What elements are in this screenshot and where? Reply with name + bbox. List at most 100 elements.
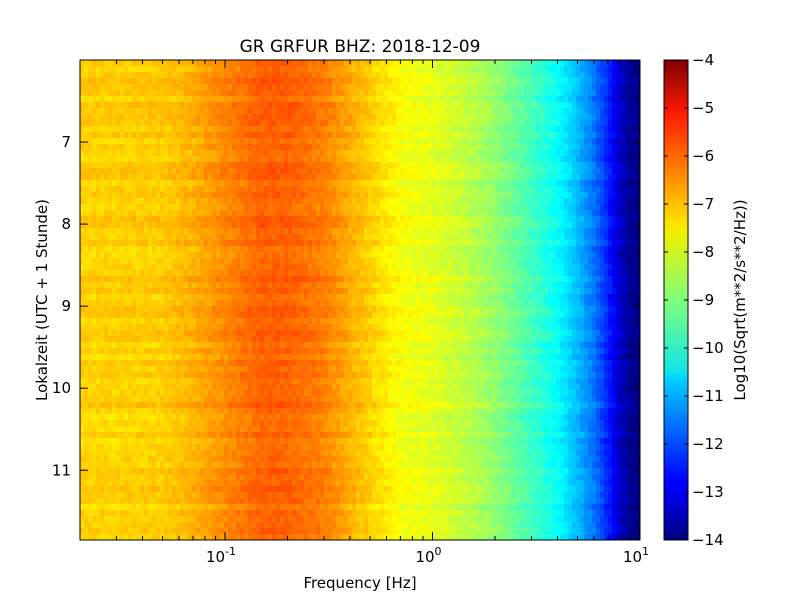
- heatmap-cell: [320, 282, 325, 289]
- heatmap-cell: [252, 288, 257, 295]
- heatmap-cell: [236, 462, 241, 469]
- heatmap-cell: [252, 504, 257, 511]
- heatmap-cell: [260, 258, 265, 265]
- heatmap-cell: [144, 390, 149, 397]
- heatmap-cell: [260, 390, 265, 397]
- heatmap-cell: [188, 144, 193, 151]
- heatmap-cell: [128, 432, 133, 439]
- heatmap-cell: [228, 192, 233, 199]
- heatmap-cell: [204, 330, 209, 337]
- heatmap-cell: [192, 492, 197, 499]
- heatmap-cell: [156, 426, 161, 433]
- heatmap-cell: [228, 450, 233, 457]
- heatmap-cell: [256, 252, 261, 259]
- heatmap-cell: [240, 90, 245, 97]
- heatmap-cell: [220, 372, 225, 379]
- heatmap-cell: [320, 486, 325, 493]
- heatmap-cell: [188, 528, 193, 535]
- heatmap-cell: [168, 498, 173, 505]
- heatmap-cell: [244, 288, 249, 295]
- heatmap-cell: [260, 240, 265, 247]
- heatmap-cell: [88, 168, 93, 175]
- heatmap-cell: [288, 264, 293, 271]
- heatmap-cell: [236, 354, 241, 361]
- heatmap-cell: [212, 78, 217, 85]
- heatmap-cell: [112, 438, 117, 445]
- heatmap-cell: [144, 282, 149, 289]
- heatmap-cell: [136, 348, 141, 355]
- heatmap-cell: [96, 66, 101, 73]
- heatmap-cell: [136, 192, 141, 199]
- heatmap-cell: [196, 396, 201, 403]
- heatmap-cell: [116, 72, 121, 79]
- heatmap-cell: [88, 240, 93, 247]
- heatmap-cell: [148, 312, 153, 319]
- heatmap-cell: [196, 288, 201, 295]
- heatmap-cell: [224, 192, 229, 199]
- heatmap-cell: [208, 258, 213, 265]
- heatmap-cell: [136, 156, 141, 163]
- heatmap-cell: [244, 150, 249, 157]
- heatmap-cell: [280, 414, 285, 421]
- heatmap-cell: [292, 120, 297, 127]
- heatmap-cell: [288, 444, 293, 451]
- heatmap-cell: [192, 84, 197, 91]
- heatmap-cell: [300, 486, 305, 493]
- heatmap-cell: [116, 426, 121, 433]
- heatmap-cell: [116, 132, 121, 139]
- heatmap-cell: [160, 462, 165, 469]
- heatmap-cell: [80, 192, 85, 199]
- heatmap-cell: [100, 138, 105, 145]
- heatmap-cell: [92, 246, 97, 253]
- heatmap-cell: [148, 288, 153, 295]
- heatmap-cell: [164, 504, 169, 511]
- heatmap-cell: [296, 306, 301, 313]
- heatmap-cell: [296, 246, 301, 253]
- heatmap-cell: [212, 192, 217, 199]
- heatmap-cell: [260, 252, 265, 259]
- heatmap-cell: [96, 438, 101, 445]
- heatmap-cell: [248, 210, 253, 217]
- heatmap-cell: [260, 510, 265, 517]
- heatmap-cell: [236, 534, 241, 540]
- heatmap-cell: [316, 90, 321, 97]
- heatmap-cell: [172, 102, 177, 109]
- heatmap-cell: [284, 246, 289, 253]
- heatmap-cell: [192, 306, 197, 313]
- heatmap-cell: [144, 462, 149, 469]
- heatmap-cell: [92, 258, 97, 265]
- heatmap-cell: [112, 306, 117, 313]
- heatmap-cell: [88, 198, 93, 205]
- heatmap-cell: [92, 468, 97, 475]
- heatmap-cell: [116, 330, 121, 337]
- heatmap-cell: [80, 270, 85, 277]
- heatmap-cell: [296, 258, 301, 265]
- heatmap-cell: [132, 216, 137, 223]
- heatmap-cell: [328, 252, 333, 259]
- heatmap-cell: [172, 66, 177, 73]
- heatmap-cell: [280, 168, 285, 175]
- heatmap-cell: [288, 522, 293, 529]
- heatmap-cell: [208, 324, 213, 331]
- heatmap-cell: [220, 420, 225, 427]
- heatmap-cell: [252, 168, 257, 175]
- heatmap-cell: [208, 60, 213, 67]
- heatmap-cell: [184, 402, 189, 409]
- heatmap-cell: [280, 372, 285, 379]
- heatmap-cell: [300, 402, 305, 409]
- heatmap-cell: [268, 498, 273, 505]
- heatmap-cell: [276, 522, 281, 529]
- heatmap-cell: [80, 210, 85, 217]
- heatmap-cell: [208, 192, 213, 199]
- heatmap-cell: [228, 522, 233, 529]
- heatmap-cell: [292, 528, 297, 535]
- heatmap-cell: [296, 156, 301, 163]
- heatmap-cell: [80, 420, 85, 427]
- heatmap-cell: [144, 132, 149, 139]
- heatmap-cell: [96, 282, 101, 289]
- heatmap-cell: [124, 450, 129, 457]
- heatmap-cell: [212, 354, 217, 361]
- heatmap-cell: [112, 246, 117, 253]
- heatmap-cell: [320, 318, 325, 325]
- heatmap-cell: [88, 336, 93, 343]
